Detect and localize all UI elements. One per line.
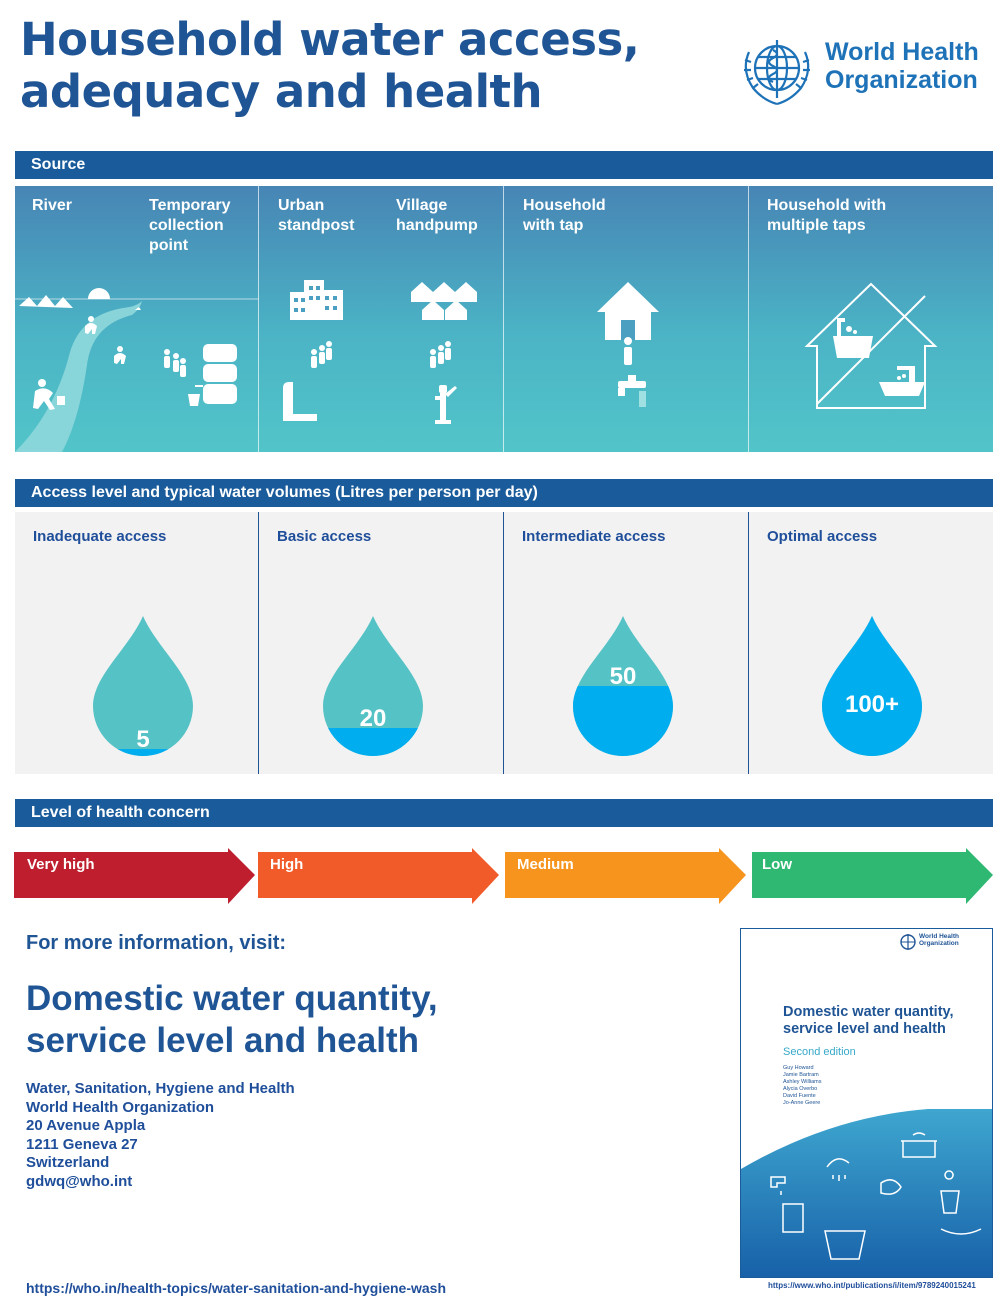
source-col-river xyxy=(15,186,259,452)
who-emblem-icon xyxy=(744,40,810,106)
source-col-household-tap xyxy=(504,186,749,452)
water-drop: 50 xyxy=(573,616,673,756)
source-label-multiple-taps: Household with multiple taps xyxy=(767,197,887,234)
source-section-bar: Source xyxy=(15,151,993,179)
access-label-inadequate: Inadequate access xyxy=(33,528,167,545)
info-title: Domestic water quantity, service level a… xyxy=(26,979,438,1060)
publication-cover[interactable]: World Health Organization Domestic water… xyxy=(740,928,993,1278)
book-who-emblem-icon xyxy=(900,934,916,950)
drop-volume-label: 100+ xyxy=(845,691,899,718)
address-line: Water, Sanitation, Hygiene and Health xyxy=(26,1080,295,1097)
drop-fill-level xyxy=(93,749,193,756)
household-tap-icon xyxy=(597,282,659,407)
health-arrow xyxy=(14,848,255,904)
drop-shape xyxy=(323,616,423,756)
publication-link[interactable]: https://www.who.int/publications/i/item/… xyxy=(768,1281,976,1290)
drop-volume-label: 5 xyxy=(136,726,149,753)
drop-fill-level xyxy=(323,728,423,756)
who-logo: World Health Organization xyxy=(735,30,995,110)
who-name: World Health Organization xyxy=(825,38,979,94)
info-heading: For more information, visit: xyxy=(26,932,287,954)
source-label-urban: Urban standpost xyxy=(278,197,355,234)
drop-fill-level xyxy=(822,616,922,756)
access-label-intermediate: Intermediate access xyxy=(522,528,666,545)
access-section-bar: Access level and typical water volumes (… xyxy=(15,479,993,507)
access-col-intermediate: Intermediate access xyxy=(504,512,749,774)
access-col-inadequate: Inadequate access xyxy=(15,512,259,774)
who-wash-link[interactable]: https://who.in/health-topics/water-sanit… xyxy=(26,1280,447,1296)
access-col-basic: Basic access xyxy=(259,512,504,774)
who-name-line1: World Health xyxy=(825,38,979,66)
health-concern-arrows xyxy=(14,848,993,904)
address-line: World Health Organization xyxy=(26,1098,215,1116)
health-arrow xyxy=(752,848,993,904)
drop-volume-label: 50 xyxy=(610,663,637,690)
book-cover-art-icon xyxy=(741,1109,992,1277)
source-label-temporary: Temporary collection point xyxy=(149,197,231,254)
drop-fill-level xyxy=(573,686,673,756)
access-panel: Inadequate access Basic access Intermedi… xyxy=(15,512,993,774)
access-col-optimal: Optimal access xyxy=(749,512,993,774)
source-col-community xyxy=(259,186,504,452)
book-author: Jo-Anne Geere xyxy=(783,1100,821,1106)
book-author: Ashley Williams xyxy=(783,1079,822,1085)
page-title: Household water access, adequacy and hea… xyxy=(20,13,640,118)
drop-shape xyxy=(93,616,193,756)
source-label-village: Village handpump xyxy=(396,197,478,234)
access-label-basic: Basic access xyxy=(277,528,372,545)
book-author: David Fuente xyxy=(783,1093,816,1099)
river-scene-icon xyxy=(15,288,259,452)
book-org: World Health Organization xyxy=(919,933,959,947)
health-label-medium: Medium xyxy=(517,856,574,873)
health-label-high: High xyxy=(270,856,304,873)
book-author: Alycia Overbo xyxy=(783,1086,818,1092)
health-label-very-high: Very high xyxy=(27,856,95,873)
access-label-optimal: Optimal access xyxy=(767,528,878,545)
book-author: Jamie Bartram xyxy=(783,1072,819,1078)
address-line: Switzerland xyxy=(26,1154,110,1171)
water-drop: 5 xyxy=(93,616,193,756)
address-line: 1211 Geneva 27 xyxy=(26,1135,138,1153)
health-section-bar: Level of health concern xyxy=(15,799,993,827)
book-authors: Guy Howard Jamie Bartram Ashley Williams… xyxy=(783,1065,822,1107)
water-drop: 20 xyxy=(323,616,423,756)
source-label-river: River xyxy=(32,197,73,214)
book-author: Guy Howard xyxy=(783,1065,814,1071)
multiple-taps-icon xyxy=(804,282,938,409)
health-label-low: Low xyxy=(762,856,792,873)
who-name-line2: Organization xyxy=(825,66,978,94)
water-drop: 100+ xyxy=(822,616,922,756)
book-title: Domestic water quantity, service level a… xyxy=(783,1004,954,1037)
book-edition: Second edition xyxy=(783,1046,856,1058)
source-label-household-tap: Household with tap xyxy=(523,197,606,234)
address-line: 20 Avenue Appla xyxy=(26,1117,146,1134)
water-drops: 5 20 50 100+ xyxy=(93,616,922,756)
contact-email[interactable]: gdwq@who.int xyxy=(26,1172,133,1190)
source-panel: River Temporary collection point Urban s… xyxy=(15,186,993,452)
health-arrow xyxy=(258,848,499,904)
contact-address: Water, Sanitation, Hygiene and Health Wo… xyxy=(26,1080,295,1191)
community-sources-icon xyxy=(283,280,477,424)
health-arrow xyxy=(505,848,746,904)
drop-volume-label: 20 xyxy=(360,705,387,732)
